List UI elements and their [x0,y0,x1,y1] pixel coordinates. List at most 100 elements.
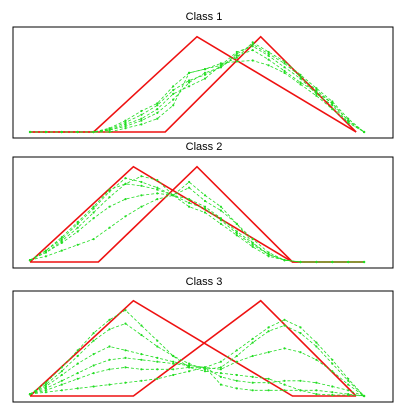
series-point [203,68,207,71]
series-point [92,332,95,335]
series-point [156,188,159,191]
plot-frame [12,156,394,269]
series-point [76,354,79,358]
series-point [156,377,159,380]
series-point [108,196,111,199]
series-point [76,362,79,365]
series-point [124,121,127,124]
series-point [108,358,111,361]
series-line-6 [29,366,365,397]
series-point [60,366,63,369]
series-point [235,234,238,237]
series-point [315,381,318,384]
series-point [347,121,350,124]
series-point [156,368,159,371]
series-point [140,194,143,197]
series-layer [28,175,366,264]
series-point [251,41,254,44]
series-point [92,385,95,388]
series-point [203,370,207,373]
series-point [44,251,48,254]
series-point [108,318,111,321]
series-point [172,373,175,377]
series-point [283,383,286,386]
series-point [44,383,48,386]
series-point [124,356,127,359]
series-point [203,194,207,197]
series-point [251,45,254,48]
series-point [331,385,334,388]
series-point [283,347,286,350]
series-point [156,104,159,107]
series-point [283,71,286,74]
series-point [140,109,143,113]
series-point [283,389,286,392]
series-point [156,339,159,342]
series-point [267,253,270,256]
series-point [203,368,207,371]
series-point [28,393,32,396]
series-point [124,177,127,180]
series-point [92,372,95,375]
series-point [140,180,143,184]
series-point [235,230,238,233]
series-point [60,389,63,392]
series-line-2 [29,177,365,263]
series-point [235,52,238,56]
series-point [108,368,111,371]
series-point [219,366,222,369]
series-point [108,190,111,193]
series-point [188,198,191,201]
series-point [124,127,127,130]
series-point [156,198,159,201]
series-point [203,199,207,203]
series-line-1 [29,175,365,263]
series-point [28,259,32,262]
series-point [156,186,159,189]
series-point [76,226,79,229]
series-point [188,71,191,74]
series-point [92,205,95,208]
series-point [140,353,143,356]
series-point [156,117,159,120]
series-point [124,215,127,218]
series-point [235,373,238,377]
series-point [140,184,143,187]
series-point [140,117,143,120]
series-point [267,52,270,56]
series-point [124,182,127,185]
series-point [251,238,254,241]
series-point [140,333,143,337]
series-point [108,383,111,386]
series-point [124,198,127,201]
series-point [267,58,270,61]
series-point [172,104,175,107]
series-point [267,381,270,384]
series-point [235,349,238,352]
series-layer [28,41,366,134]
series-point [140,379,143,382]
series-point [76,243,79,246]
series-point [315,345,318,348]
series-point [140,119,143,122]
series-point [347,119,350,122]
series-point [108,226,111,229]
series-line-4 [30,43,365,133]
series-point [331,393,334,397]
series-point [347,389,350,392]
series-point [219,217,222,220]
series-point [92,238,95,241]
series-point [299,389,302,392]
series-point [108,127,111,130]
series-point [60,241,63,244]
series-point [188,362,191,365]
series-point [188,205,191,208]
series-line-4 [29,347,365,397]
series-point [60,249,63,252]
series-point [299,351,302,354]
series-point [76,377,79,380]
series-point [251,241,254,244]
series-point [315,260,318,264]
series-point [60,130,63,134]
series-point [156,102,159,105]
